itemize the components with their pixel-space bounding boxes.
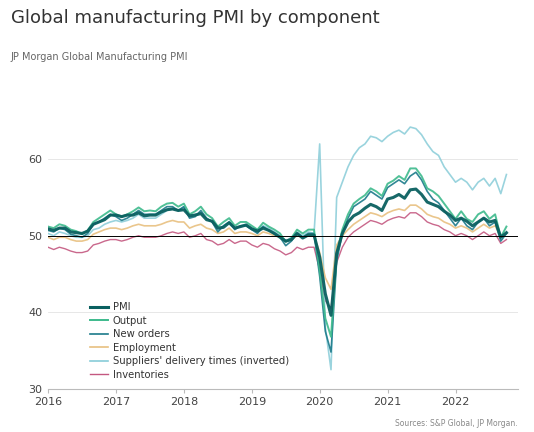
Legend: PMI, Output, New orders, Employment, Suppliers' delivery times (inverted), Inven: PMI, Output, New orders, Employment, Sup… — [86, 299, 293, 384]
Text: Global manufacturing PMI by component: Global manufacturing PMI by component — [11, 9, 379, 27]
Text: JP Morgan Global Manufacturing PMI: JP Morgan Global Manufacturing PMI — [11, 52, 188, 62]
Text: Sources: S&P Global, JP Morgan.: Sources: S&P Global, JP Morgan. — [395, 419, 518, 428]
